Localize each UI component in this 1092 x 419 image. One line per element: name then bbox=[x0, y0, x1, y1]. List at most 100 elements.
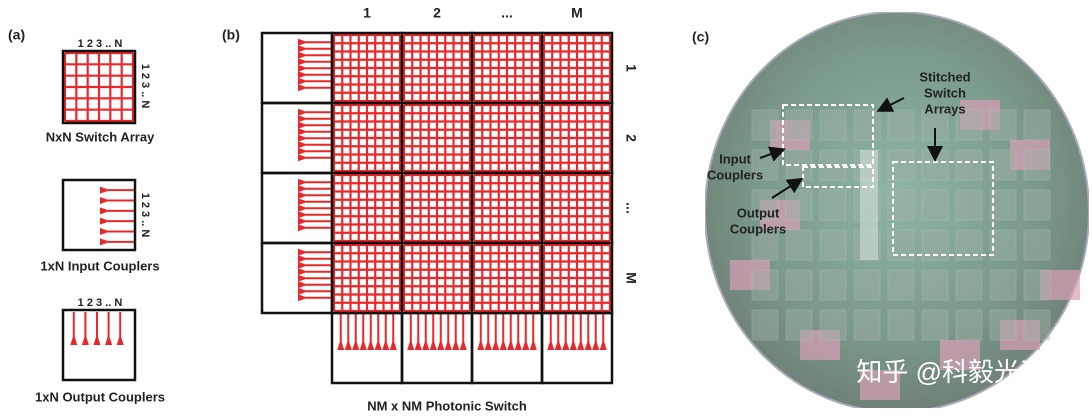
coupler-taper bbox=[298, 255, 308, 263]
coupler-taper bbox=[584, 339, 592, 350]
highlight-box bbox=[782, 104, 874, 166]
arrow bbox=[759, 146, 786, 162]
coupler-taper bbox=[514, 339, 522, 350]
coupler-taper bbox=[422, 339, 430, 350]
index-label: 1 2 3 .. N bbox=[78, 297, 123, 309]
index-label: 1 2 3 .. N bbox=[139, 193, 151, 238]
coupler-taper bbox=[100, 197, 110, 204]
coupler-taper bbox=[529, 339, 537, 350]
panel-label: (a) bbox=[8, 27, 25, 43]
die bbox=[989, 269, 1017, 301]
die bbox=[989, 109, 1017, 141]
coupler-taper bbox=[298, 121, 308, 129]
coupler-taper bbox=[298, 108, 308, 116]
coupler-taper bbox=[298, 294, 308, 302]
coupler-taper bbox=[298, 198, 308, 206]
coupler-taper bbox=[484, 339, 492, 350]
die bbox=[1023, 269, 1051, 301]
column-label: ... bbox=[501, 5, 513, 21]
die bbox=[1023, 309, 1051, 341]
coupler-taper bbox=[100, 207, 110, 215]
box bbox=[61, 308, 137, 382]
coupler-taper bbox=[592, 339, 600, 350]
coupler-taper bbox=[298, 224, 308, 232]
caption: 1xN Output Couplers bbox=[35, 389, 165, 404]
wafer-photo bbox=[705, 12, 1089, 408]
die bbox=[751, 309, 779, 341]
die bbox=[887, 189, 915, 221]
die-patch bbox=[770, 120, 810, 150]
panel-label: (b) bbox=[222, 27, 240, 43]
column-label: 2 bbox=[433, 5, 441, 21]
die bbox=[819, 149, 847, 181]
die bbox=[921, 269, 949, 301]
die bbox=[887, 309, 915, 341]
coupler-taper bbox=[298, 147, 308, 155]
die bbox=[853, 269, 881, 301]
coupler-taper bbox=[382, 339, 390, 350]
die bbox=[1023, 149, 1051, 181]
coupler-taper bbox=[569, 339, 577, 350]
die-patch bbox=[730, 260, 770, 290]
coupler-taper bbox=[100, 228, 110, 235]
annotation: Arrays bbox=[924, 101, 965, 116]
coupler-taper bbox=[359, 339, 367, 350]
die-patch bbox=[960, 100, 1000, 130]
die bbox=[819, 229, 847, 261]
drawing: 1 2... M12...MStitchedSwitchArraysInputCou… bbox=[61, 5, 1089, 408]
coupler-taper bbox=[298, 45, 308, 53]
arrow bbox=[771, 177, 804, 199]
coupler-taper bbox=[298, 71, 308, 79]
coupler-taper bbox=[298, 58, 308, 66]
coupler-taper bbox=[298, 248, 308, 256]
die-patch bbox=[1010, 140, 1050, 170]
coupler-taper bbox=[507, 339, 515, 350]
coupler-taper bbox=[298, 38, 308, 46]
coupler-taper bbox=[70, 334, 78, 345]
coupler-taper bbox=[298, 64, 308, 72]
die-patch bbox=[800, 330, 840, 360]
annotation: Stitched bbox=[919, 69, 970, 84]
die-patch bbox=[760, 200, 800, 230]
die bbox=[921, 309, 949, 341]
annotation: Switch bbox=[924, 85, 966, 100]
coupler-taper bbox=[562, 339, 570, 350]
coupler-taper bbox=[547, 339, 555, 350]
coupler-taper bbox=[298, 141, 308, 149]
watermark: 知乎 @科毅光开关 bbox=[856, 357, 1072, 387]
die bbox=[853, 109, 881, 141]
die bbox=[955, 189, 983, 221]
coupler-taper bbox=[429, 339, 437, 350]
coupler-taper bbox=[522, 339, 530, 350]
die bbox=[751, 229, 779, 261]
die bbox=[819, 309, 847, 341]
coupler-taper bbox=[437, 339, 445, 350]
column-label: M bbox=[571, 5, 583, 21]
annotation: Couplers bbox=[707, 167, 763, 182]
die bbox=[887, 269, 915, 301]
arrow bbox=[876, 97, 905, 112]
coupler-taper bbox=[81, 334, 89, 345]
die-patch bbox=[1040, 270, 1080, 300]
die bbox=[955, 309, 983, 341]
die bbox=[887, 149, 915, 181]
die bbox=[989, 229, 1017, 261]
coupler-taper bbox=[298, 191, 308, 199]
box bbox=[260, 241, 334, 315]
die bbox=[819, 109, 847, 141]
die bbox=[785, 269, 813, 301]
column-label: 1 bbox=[363, 5, 371, 21]
coupler-taper bbox=[298, 77, 308, 85]
row-label: 1 bbox=[623, 64, 639, 72]
die bbox=[989, 309, 1017, 341]
coupler-taper bbox=[100, 217, 110, 225]
die bbox=[989, 189, 1017, 221]
coupler-taper bbox=[100, 238, 110, 246]
coupler-taper bbox=[116, 334, 124, 345]
highlight-box bbox=[802, 166, 874, 188]
coupler-taper bbox=[298, 154, 308, 162]
row-label: ... bbox=[623, 202, 639, 214]
coupler-taper bbox=[554, 339, 562, 350]
coupler-taper bbox=[298, 261, 308, 269]
